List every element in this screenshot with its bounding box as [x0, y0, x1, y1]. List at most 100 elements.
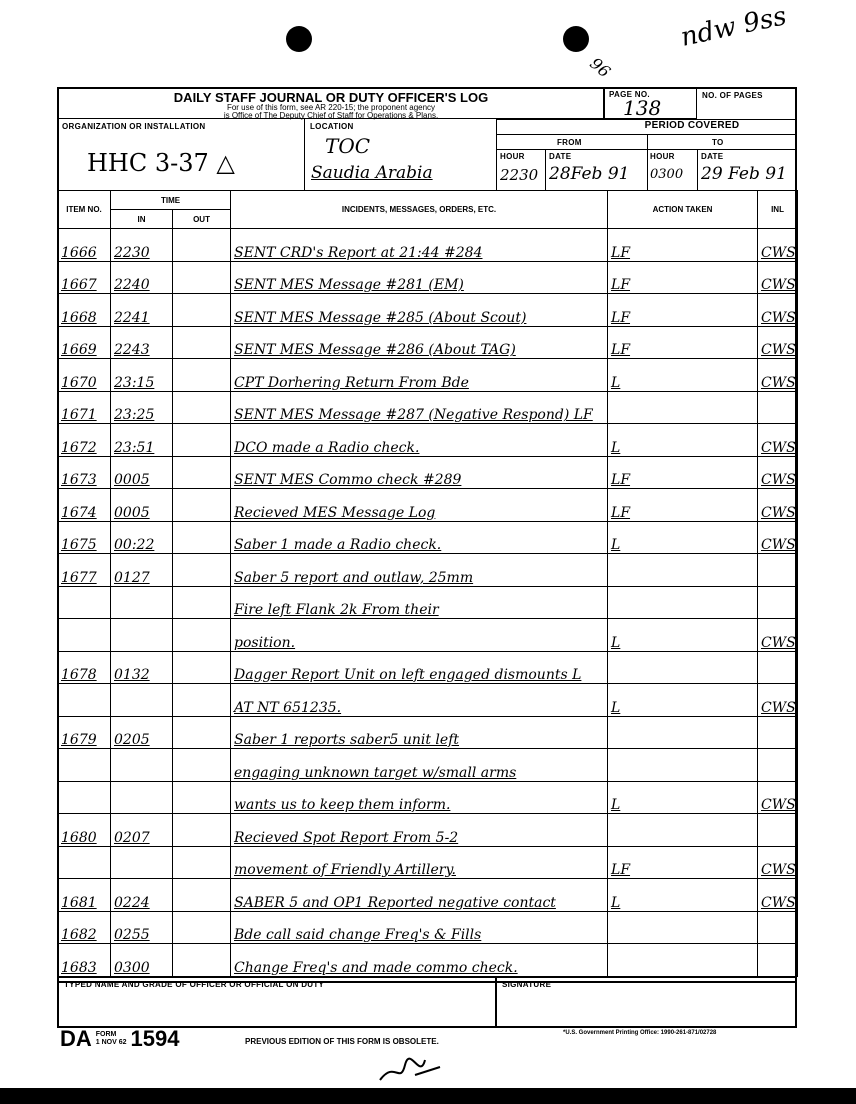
time-in[interactable]: 2240	[110, 260, 173, 294]
item-no[interactable]	[57, 845, 111, 879]
item-no[interactable]: 1669	[57, 325, 111, 359]
page-no-field[interactable]: PAGE NO. 138	[604, 87, 697, 120]
time-out[interactable]	[171, 845, 232, 879]
time-out[interactable]	[171, 228, 232, 262]
item-no[interactable]: 1675	[57, 520, 111, 554]
time-out[interactable]	[171, 910, 232, 944]
from-hour[interactable]: 2230	[500, 166, 539, 184]
incident-text[interactable]: Dagger Report Unit on left engaged dismo…	[230, 650, 609, 684]
initials[interactable]: CWS	[757, 455, 799, 489]
time-out[interactable]	[171, 780, 232, 814]
time-out[interactable]	[171, 748, 232, 782]
from-date[interactable]: 28Feb 91	[549, 164, 630, 184]
incident-text[interactable]: Recieved Spot Report From 5-2	[230, 813, 609, 847]
time-out[interactable]	[171, 293, 232, 327]
initials[interactable]: CWS	[757, 845, 799, 879]
time-out[interactable]	[171, 585, 232, 619]
action-taken[interactable]: L	[607, 423, 759, 457]
action-taken[interactable]: LF	[607, 228, 759, 262]
action-taken[interactable]	[607, 715, 759, 749]
time-out[interactable]	[171, 878, 232, 912]
time-in[interactable]: 0205	[110, 715, 173, 749]
time-in[interactable]: 23:15	[110, 358, 173, 392]
action-taken[interactable]: L	[607, 520, 759, 554]
initials[interactable]: CWS	[757, 358, 799, 392]
item-no[interactable]: 1671	[57, 390, 111, 424]
initials[interactable]	[757, 553, 799, 587]
item-no[interactable]: 1674	[57, 488, 111, 522]
time-out[interactable]	[171, 618, 232, 652]
item-no[interactable]: 1670	[57, 358, 111, 392]
initials[interactable]: CWS	[757, 325, 799, 359]
initials[interactable]: CWS	[757, 488, 799, 522]
time-in[interactable]: 0255	[110, 910, 173, 944]
initials[interactable]	[757, 748, 799, 782]
time-out[interactable]	[171, 358, 232, 392]
action-taken[interactable]	[607, 813, 759, 847]
time-in[interactable]	[110, 748, 173, 782]
action-taken[interactable]: LF	[607, 845, 759, 879]
incident-text[interactable]: Saber 1 made a Radio check.	[230, 520, 609, 554]
item-no[interactable]	[57, 585, 111, 619]
time-in[interactable]: 0005	[110, 455, 173, 489]
incident-text[interactable]: AT NT 651235.	[230, 683, 609, 717]
action-taken[interactable]: LF	[607, 293, 759, 327]
initials[interactable]: CWS	[757, 683, 799, 717]
action-taken[interactable]	[607, 553, 759, 587]
action-taken[interactable]: L	[607, 683, 759, 717]
item-no[interactable]: 1680	[57, 813, 111, 847]
time-in[interactable]: 23:25	[110, 390, 173, 424]
incident-text[interactable]: DCO made a Radio check.	[230, 423, 609, 457]
item-no[interactable]: 1683	[57, 943, 111, 977]
action-taken[interactable]	[607, 585, 759, 619]
item-no[interactable]	[57, 780, 111, 814]
time-in[interactable]: 2241	[110, 293, 173, 327]
initials[interactable]: CWS	[757, 293, 799, 327]
item-no[interactable]: 1679	[57, 715, 111, 749]
incident-text[interactable]: SABER 5 and OP1 Reported negative contac…	[230, 878, 609, 912]
incident-text[interactable]: Saber 1 reports saber5 unit left	[230, 715, 609, 749]
incident-text[interactable]: SENT MES Message #281 (EM)	[230, 260, 609, 294]
action-taken[interactable]: LF	[607, 325, 759, 359]
initials[interactable]	[757, 910, 799, 944]
time-in[interactable]: 0207	[110, 813, 173, 847]
to-date[interactable]: 29 Feb 91	[701, 164, 787, 184]
time-in[interactable]: 2230	[110, 228, 173, 262]
incident-text[interactable]: Recieved MES Message Log	[230, 488, 609, 522]
time-in[interactable]	[110, 683, 173, 717]
time-out[interactable]	[171, 683, 232, 717]
action-taken[interactable]	[607, 390, 759, 424]
time-out[interactable]	[171, 488, 232, 522]
initials[interactable]: CWS	[757, 618, 799, 652]
action-taken[interactable]	[607, 650, 759, 684]
incident-text[interactable]: SENT MES Commo check #289	[230, 455, 609, 489]
time-out[interactable]	[171, 390, 232, 424]
item-no[interactable]: 1673	[57, 455, 111, 489]
item-no[interactable]: 1677	[57, 553, 111, 587]
time-in[interactable]: 00:22	[110, 520, 173, 554]
initials[interactable]	[757, 943, 799, 977]
time-out[interactable]	[171, 260, 232, 294]
action-taken[interactable]	[607, 748, 759, 782]
action-taken[interactable]: L	[607, 618, 759, 652]
action-taken[interactable]: LF	[607, 488, 759, 522]
time-out[interactable]	[171, 553, 232, 587]
time-out[interactable]	[171, 325, 232, 359]
time-out[interactable]	[171, 813, 232, 847]
officer-field[interactable]: TYPED NAME AND GRADE OF OFFICER OR OFFIC…	[57, 976, 497, 1028]
time-in[interactable]	[110, 585, 173, 619]
time-in[interactable]	[110, 845, 173, 879]
item-no[interactable]: 1672	[57, 423, 111, 457]
action-taken[interactable]: LF	[607, 455, 759, 489]
item-no[interactable]: 1681	[57, 878, 111, 912]
initials[interactable]	[757, 585, 799, 619]
item-no[interactable]: 1668	[57, 293, 111, 327]
item-no[interactable]: 1682	[57, 910, 111, 944]
time-in[interactable]: 0132	[110, 650, 173, 684]
time-in[interactable]: 0127	[110, 553, 173, 587]
initials[interactable]	[757, 813, 799, 847]
item-no[interactable]: 1678	[57, 650, 111, 684]
incident-text[interactable]: SENT CRD's Report at 21:44 #284	[230, 228, 609, 262]
action-taken[interactable]: L	[607, 358, 759, 392]
initials[interactable]: CWS	[757, 423, 799, 457]
